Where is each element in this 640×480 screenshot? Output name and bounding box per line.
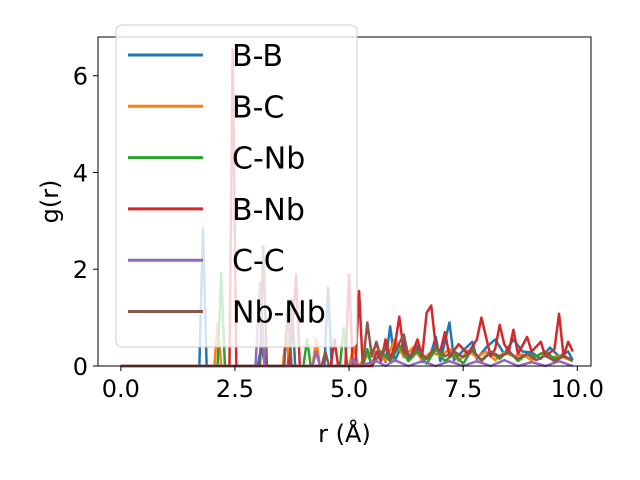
y-tick-label: 4 <box>73 159 88 187</box>
legend-label: C-C <box>232 244 285 279</box>
legend-label: Nb-Nb <box>232 296 326 331</box>
x-tick-label: 2.5 <box>216 375 254 403</box>
legend: B-B B-C C-Nb B-Nb C-C Nb-Nb <box>115 24 358 348</box>
y-tick-label: 6 <box>73 63 88 91</box>
legend-label: B-C <box>232 90 284 125</box>
x-tick-label: 0.0 <box>102 375 140 403</box>
x-tick-label: 5.0 <box>330 375 368 403</box>
legend-label: B-B <box>232 39 283 74</box>
x-axis-ticks: 0.0 2.5 5.0 7.5 10.0 <box>102 366 604 403</box>
legend-label: B-Nb <box>232 193 305 228</box>
y-tick-label: 0 <box>73 353 88 381</box>
x-tick-label: 10.0 <box>551 375 604 403</box>
legend-label: C-Nb <box>232 142 305 177</box>
x-axis-label: r (Å) <box>318 419 371 448</box>
y-axis-label: g(r) <box>36 180 64 224</box>
x-tick-label: 7.5 <box>444 375 482 403</box>
series-line-c-nb <box>120 271 574 368</box>
series-line-c-c <box>120 281 574 368</box>
y-axis-ticks: 0 2 4 6 <box>73 63 98 381</box>
y-tick-label: 2 <box>73 256 88 284</box>
